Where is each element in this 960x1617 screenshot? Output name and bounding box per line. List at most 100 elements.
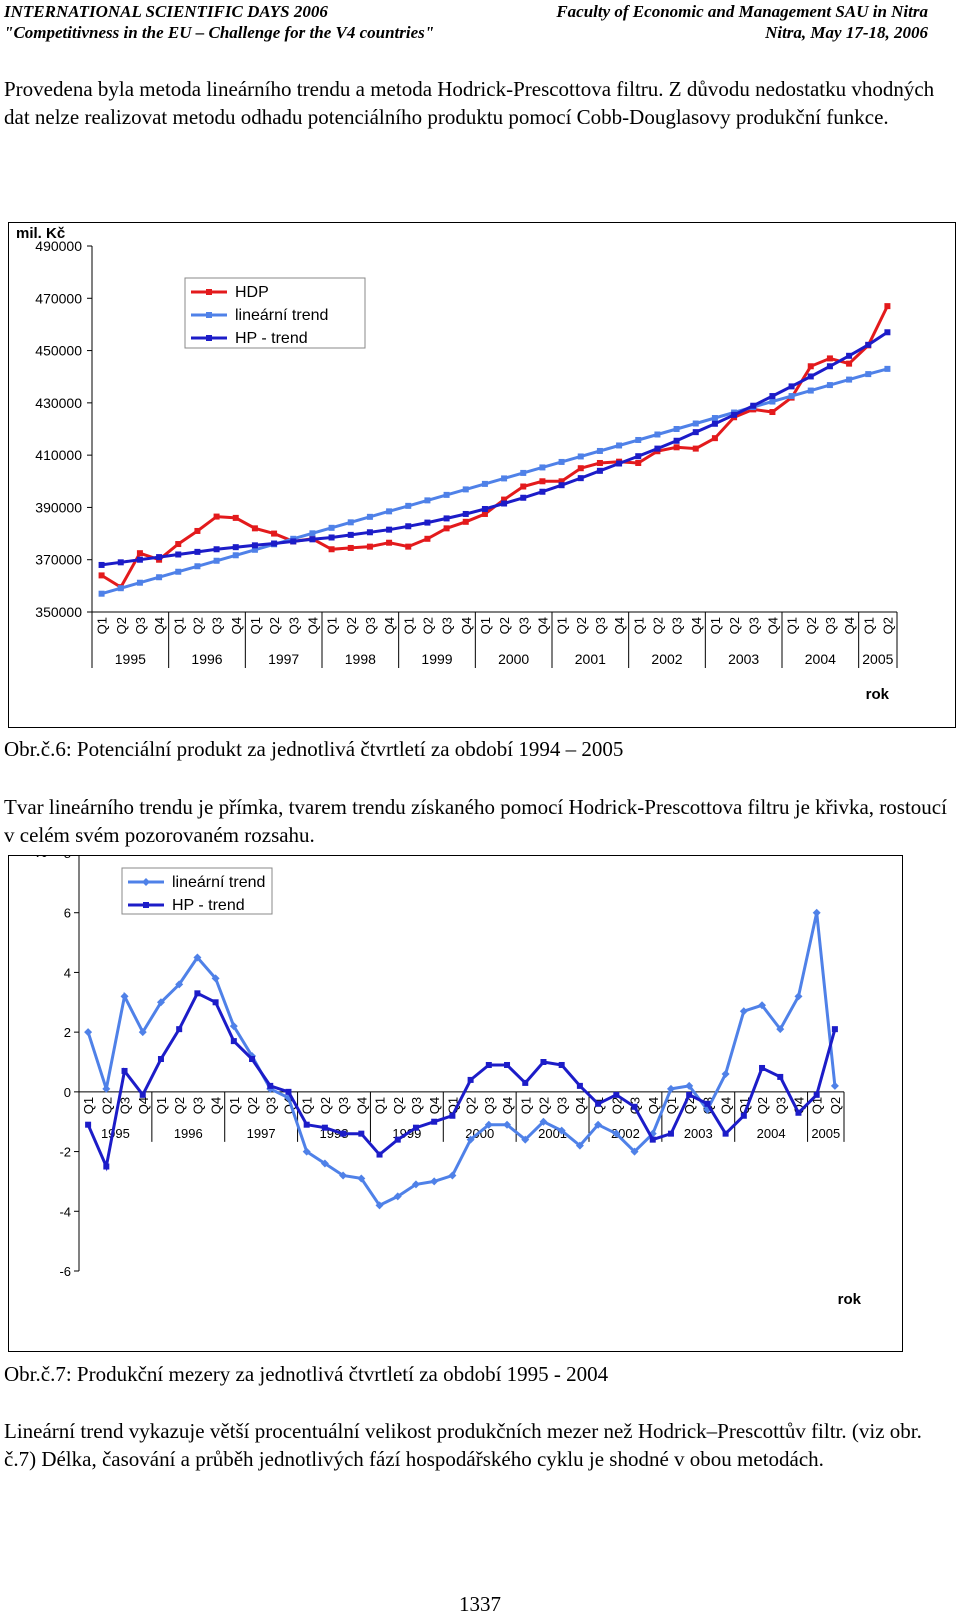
figure-6-chart: mil. Kč 490000 470000 450000 430000 410000 390…: [8, 222, 956, 728]
data-point: [251, 546, 258, 553]
figure-7-chart: %86420-2-4-6Q1Q2Q3Q4Q1Q2Q3Q4Q1Q2Q3Q4Q1Q2…: [8, 855, 903, 1352]
x-quarter-label: Q1: [227, 1097, 242, 1114]
data-point: [139, 1091, 146, 1098]
data-point: [194, 563, 201, 570]
x-quarter-label: Q4: [152, 617, 167, 634]
x-quarter-label: Q1: [478, 617, 493, 634]
x-quarter-label: Q4: [354, 1097, 369, 1114]
x-quarter-label: Q1: [708, 617, 723, 634]
data-point: [366, 513, 373, 520]
data-point: [769, 409, 776, 416]
data-point: [393, 1192, 402, 1201]
data-point: [795, 1109, 802, 1116]
data-point: [558, 482, 565, 489]
x-year-label: 2003: [728, 651, 759, 667]
data-point: [575, 1141, 584, 1150]
data-point: [232, 514, 239, 521]
x-quarter-label: Q2: [536, 1097, 551, 1114]
x-quarter-label: Q3: [286, 617, 301, 634]
data-point: [612, 1129, 621, 1138]
data-point: [271, 530, 278, 537]
data-point: [448, 1171, 457, 1180]
data-point: [759, 1064, 766, 1071]
x-axis-title: rok: [838, 1291, 862, 1308]
data-point: [539, 1117, 548, 1126]
x-quarter-label: Q4: [689, 617, 704, 634]
data-point: [807, 373, 814, 380]
data-point: [635, 436, 642, 443]
series-line: [86, 991, 837, 1172]
x-quarter-label: Q2: [114, 617, 129, 634]
data-point: [692, 420, 699, 427]
legend-marker: [142, 878, 150, 886]
y-tick-label: 450000: [35, 343, 82, 359]
data-point: [807, 363, 814, 370]
figure-6-caption: Obr.č.6: Potenciální produkt za jednotli…: [4, 737, 624, 761]
x-quarter-label: Q1: [171, 617, 186, 634]
legend-label: HDP: [235, 284, 269, 301]
data-point: [424, 535, 431, 542]
data-point: [576, 1082, 583, 1089]
x-quarter-label: Q4: [842, 617, 857, 634]
y-tick-label: 410000: [35, 447, 82, 463]
x-quarter-label: Q3: [516, 617, 531, 634]
data-point: [504, 1061, 511, 1068]
y-tick-label: -6: [59, 1264, 71, 1279]
x-quarter-label: Q2: [828, 1097, 843, 1114]
x-year-label: 1995: [101, 1126, 130, 1141]
x-quarter-label: Q2: [344, 617, 359, 634]
data-point: [481, 505, 488, 512]
data-point: [340, 1130, 347, 1137]
x-quarter-label: Q3: [190, 1097, 205, 1114]
data-point: [136, 556, 143, 563]
data-point: [230, 1038, 237, 1045]
x-year-label: 1998: [345, 651, 376, 667]
data-point: [846, 376, 853, 383]
data-point: [673, 444, 680, 451]
data-point: [501, 496, 508, 503]
x-quarter-label: Q2: [650, 617, 665, 634]
data-point: [631, 1103, 638, 1110]
x-quarter-label: Q3: [210, 617, 225, 634]
data-point: [213, 557, 220, 564]
data-point: [503, 1120, 512, 1129]
data-point: [175, 541, 182, 548]
data-point: [290, 538, 297, 545]
x-year-label: 1996: [174, 1126, 203, 1141]
data-point: [812, 908, 821, 917]
data-point: [865, 341, 872, 348]
data-point: [347, 544, 354, 551]
legend-label: lineární trend: [235, 307, 328, 324]
data-point: [375, 1201, 384, 1210]
x-year-label: 1996: [191, 651, 222, 667]
data-point: [596, 447, 603, 454]
data-point: [539, 464, 546, 471]
data-point: [613, 1091, 620, 1098]
data-point: [794, 992, 803, 1001]
data-point: [813, 1091, 820, 1098]
data-point: [711, 435, 718, 442]
x-year-label: 2004: [805, 651, 836, 667]
x-quarter-label: Q1: [95, 617, 110, 634]
data-point: [443, 491, 450, 498]
data-point: [85, 1121, 92, 1128]
data-point: [596, 467, 603, 474]
data-point: [309, 530, 316, 537]
data-point: [788, 393, 795, 400]
data-point: [120, 992, 129, 1001]
data-point: [466, 1135, 475, 1144]
x-quarter-label: Q3: [670, 617, 685, 634]
data-point: [520, 494, 527, 501]
output-gap-chart: %86420-2-4-6Q1Q2Q3Q4Q1Q2Q3Q4Q1Q2Q3Q4Q1Q2…: [34, 856, 862, 1308]
x-quarter-label: Q2: [497, 617, 512, 634]
data-point: [405, 543, 412, 550]
data-point: [98, 590, 105, 597]
data-point: [807, 387, 814, 394]
data-point: [884, 365, 891, 372]
data-point: [520, 483, 527, 490]
data-point: [267, 1082, 274, 1089]
x-quarter-label: Q3: [409, 1097, 424, 1114]
data-point: [232, 552, 239, 559]
data-point: [232, 544, 239, 551]
